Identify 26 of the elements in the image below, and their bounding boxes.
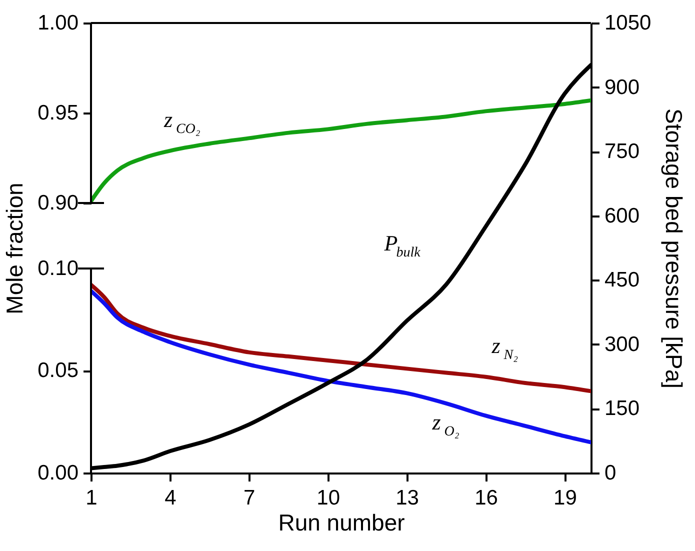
y2-tick-label: 300: [604, 332, 640, 356]
y3-tick-label: 0.90: [38, 192, 78, 214]
x-tick-label: 4: [164, 486, 177, 510]
line-series: [91, 288, 591, 444]
y-tick-label: 0.10: [38, 256, 78, 280]
y2-tick-label: 450: [604, 268, 640, 292]
y-axis-title: Mole fraction: [2, 182, 28, 314]
x-tick-label: 1: [86, 486, 98, 510]
y3-tick-label: 1.00: [38, 12, 78, 34]
x-axis-title: Run number: [278, 510, 406, 536]
y2-tick-label: 900: [604, 76, 640, 99]
line-series: [91, 282, 591, 394]
y2-tick-label: 0: [604, 462, 616, 484]
y-tick-label: 0.00: [38, 462, 78, 484]
y2-axis-title: Storage bed pressure [kPa]: [661, 108, 688, 388]
y2-tick-label: 600: [604, 204, 640, 228]
x-tick-label: 19: [554, 486, 577, 510]
y2-tick-label: 150: [604, 397, 640, 420]
y3-tick-label: 0.95: [38, 102, 78, 124]
x-tick-label: 16: [474, 486, 498, 510]
y2-tick-label: 750: [604, 140, 640, 164]
y-tick-label: 0.05: [38, 359, 78, 382]
x-tick-label: 10: [316, 486, 340, 510]
y2-tick-label: 1050: [604, 12, 652, 34]
x-tick-label: 13: [396, 486, 419, 510]
x-tick-label: 7: [244, 486, 256, 510]
